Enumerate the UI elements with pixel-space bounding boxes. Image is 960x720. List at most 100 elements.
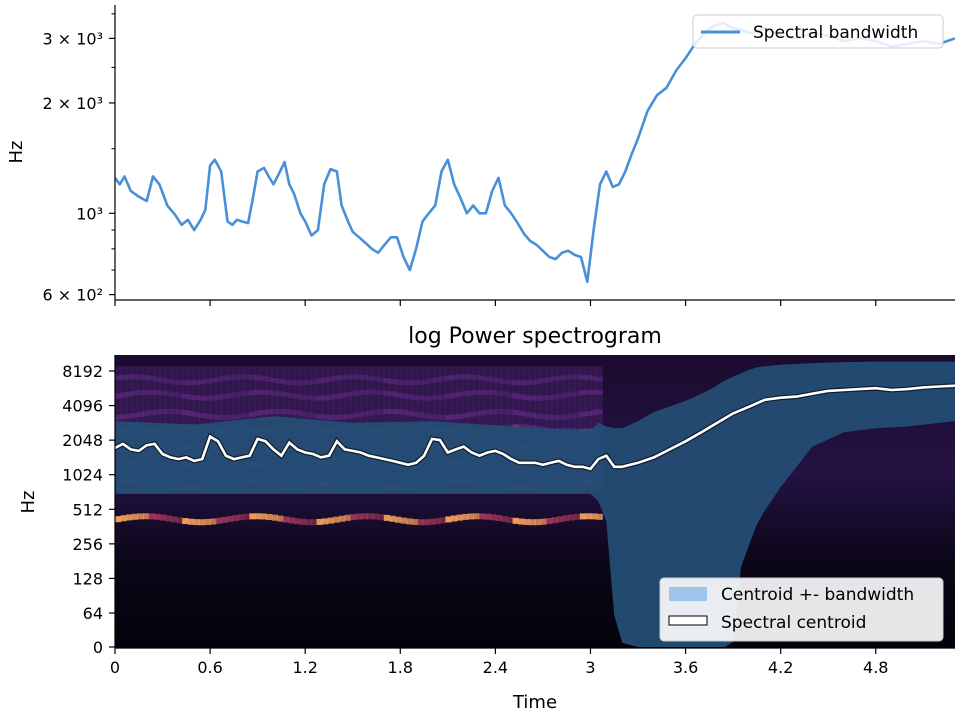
spectrogram-cell [227,515,234,522]
spectrogram-cell [137,411,144,417]
spectrogram-cell [439,414,446,420]
spectrogram-cell [311,379,318,385]
spectrogram-image [115,355,955,648]
spectrogram-cell [327,517,334,524]
spectrogram-cell [579,374,586,380]
spectrogram-cell [473,389,480,395]
spectrogram-cell [199,379,206,385]
spectrogram-cell [137,374,144,380]
spectrogram-cell [154,366,161,429]
spectrogram-cell [165,408,172,414]
spectrogram-cell [518,394,525,400]
spectrogram-cell [260,366,267,429]
spectrogram-cell [529,519,536,526]
legend-swatch-centroid-bandwidth [669,587,707,601]
spectrogram-cell [507,516,514,523]
spectrogram-cell [568,413,575,419]
spectrogram-cell [361,411,368,417]
spectrogram-cell [159,514,166,521]
spectrogram-cell [227,375,234,381]
spectrogram-cell [120,374,127,380]
spectrogram-cell [271,514,278,521]
spectrogram-cell [361,513,368,520]
spectrogram-cell [540,378,547,384]
spectrogram-cell [255,410,262,416]
spectrogram-cell [260,389,267,395]
spectrogram-cell [143,366,150,429]
spectrogram-cell [350,514,357,521]
spectrogram-cell [271,409,278,415]
spectrogram-cell [411,411,418,417]
spectrogram-cell [389,378,396,384]
spectrogram-cell [535,378,542,384]
spectrogram-cell [479,389,486,395]
bottom-x-tick-label: 3 [585,658,595,677]
bottom-x-ticks: 0 0.6 1.2 1.8 2.4 3 3.6 4.2 4.8 [110,648,888,677]
spectrogram-cell [299,380,306,386]
spectrogram-cell [417,379,424,385]
spectrogram-cell [518,380,525,386]
spectrogram-cell [294,393,301,399]
spectrogram-cell [557,375,564,381]
spectrogram-cell [411,366,418,429]
spectrogram-cell [383,408,390,414]
spectrogram-cell [182,366,189,429]
spectrogram-cell [529,412,536,418]
spectrogram-cell [120,515,127,522]
spectrogram-cell [400,380,407,386]
spectrogram-cell [495,378,502,384]
spectrogram-cell [126,413,133,419]
spectrogram-cell [199,395,206,401]
spectrogram-cell [467,374,474,380]
spectrogram-cell [551,414,558,420]
spectrogram-cell [344,374,351,380]
spectrogram-cell [322,414,329,420]
spectrogram-cell [215,366,222,429]
spectrogram-cell [535,366,542,429]
spectrogram-cell [445,516,452,523]
spectrogram-cell [299,411,306,417]
spectrogram-cell [439,376,446,382]
spectrogram-cell [288,517,295,524]
spectrogram-cell [243,412,250,418]
spectrogram-cell [507,366,514,429]
spectrogram-cell [154,513,161,520]
spectrogram-cell [596,389,603,395]
spectrogram-cell [316,518,323,525]
spectrogram-cell [568,391,575,397]
spectrogram-cell [445,393,452,399]
spectrogram-cell [445,375,452,381]
spectrogram-cell [395,392,402,398]
spectrogram-cell [232,392,239,398]
spectrogram-cell [563,414,570,420]
spectrogram-cell [512,366,519,429]
spectrogram-cell [154,376,161,382]
spectrogram-cell [165,378,172,384]
spectrogram-cell [131,513,138,520]
spectrogram-cell [215,394,222,400]
spectrogram-cell [260,513,267,520]
spectrogram-cell [585,389,592,395]
spectrogram-cell [579,411,586,417]
spectrogram-cell [456,514,463,521]
spectrogram-cell [154,389,161,395]
spectrogram-cell [591,410,598,416]
spectrogram-cell [574,366,581,429]
spectrogram-cell [288,393,295,399]
spectrogram-cell [311,366,318,429]
spectrogram-cell [389,366,396,429]
spectrogram-cell [215,376,222,382]
spectrogram-cell [591,389,598,395]
spectrogram-cell [204,395,211,401]
spectrogram-cell [400,366,407,429]
spectrogram-cell [546,377,553,383]
spectrogram-cell [467,366,474,429]
spectrogram-cell [327,376,334,382]
spectrogram-cell [596,513,603,520]
spectrogram-cell [484,389,491,395]
spectrogram-cell [563,366,570,429]
spectrogram-cell [333,516,340,523]
spectrogram-cell [249,390,256,396]
spectrogram-cell [305,519,312,526]
spectrogram-cell [316,366,323,429]
